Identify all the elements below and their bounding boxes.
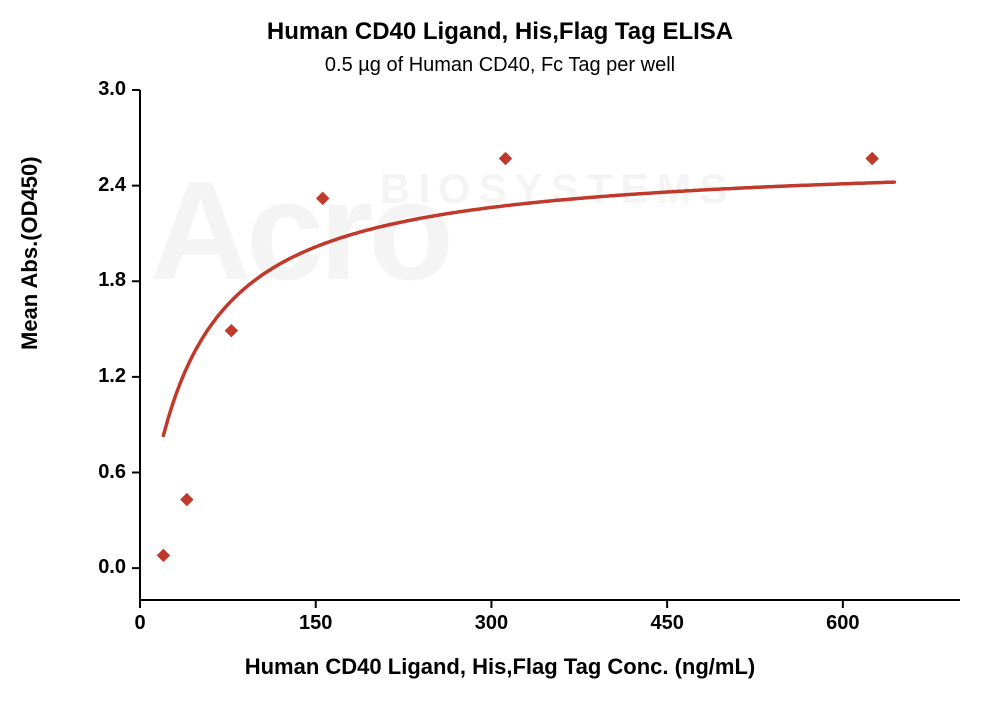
ytick-label: 0.0	[98, 556, 126, 579]
elisa-chart: Acro BIOSYSTEMS Human CD40 Ligand, His,F…	[0, 0, 1000, 702]
xtick-label: 0	[120, 612, 160, 635]
ytick-label: 2.4	[98, 174, 126, 197]
plot-svg	[0, 0, 1000, 702]
chart-title: Human CD40 Ligand, His,Flag Tag ELISA	[0, 18, 1000, 46]
xtick-label: 150	[296, 612, 336, 635]
xtick-label: 450	[647, 612, 687, 635]
xtick-label: 300	[471, 612, 511, 635]
data-point-marker	[499, 153, 511, 165]
data-point-marker	[317, 192, 329, 204]
ytick-label: 3.0	[98, 78, 126, 101]
ytick-label: 1.2	[98, 365, 126, 388]
data-point-marker	[225, 325, 237, 337]
ytick-label: 1.8	[98, 269, 126, 292]
data-point-marker	[866, 153, 878, 165]
x-axis-label: Human CD40 Ligand, His,Flag Tag Conc. (n…	[0, 654, 1000, 680]
data-point-marker	[181, 494, 193, 506]
xtick-label: 600	[823, 612, 863, 635]
ytick-label: 0.6	[98, 461, 126, 484]
chart-subtitle: 0.5 µg of Human CD40, Fc Tag per well	[0, 54, 1000, 77]
data-point-marker	[157, 549, 169, 561]
y-axis-label: Mean Abs.(OD450)	[17, 156, 43, 350]
